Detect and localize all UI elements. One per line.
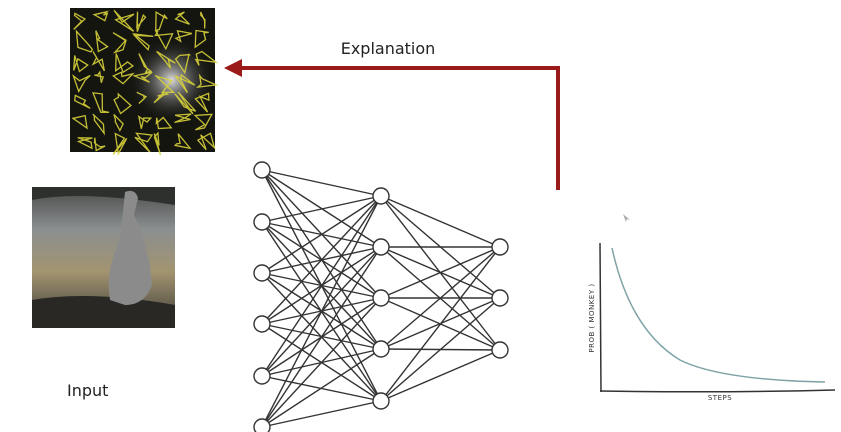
edge bbox=[380, 297, 501, 402]
segment-boundary bbox=[155, 10, 168, 32]
node bbox=[253, 161, 271, 179]
segment-boundary bbox=[173, 133, 192, 150]
edge bbox=[261, 169, 382, 197]
segment-boundary bbox=[95, 30, 109, 53]
segment-boundary bbox=[112, 132, 128, 156]
segment-boundary bbox=[92, 92, 110, 113]
segment-boundary bbox=[174, 91, 197, 115]
segment-boundary bbox=[153, 91, 170, 104]
segment-boundary bbox=[93, 137, 106, 152]
x-axis-label: STEPS bbox=[708, 394, 732, 402]
node bbox=[491, 289, 509, 307]
segment-boundary bbox=[194, 50, 219, 66]
segment-boundary bbox=[72, 74, 91, 94]
node bbox=[253, 213, 271, 231]
segment-boundary bbox=[112, 71, 135, 85]
segment-boundary bbox=[71, 114, 88, 130]
edge bbox=[261, 195, 382, 274]
edge bbox=[261, 297, 382, 428]
edge bbox=[380, 349, 501, 402]
edge bbox=[261, 348, 382, 428]
edge bbox=[380, 246, 501, 350]
edge bbox=[261, 246, 382, 428]
edge bbox=[261, 195, 382, 223]
segment-boundary bbox=[113, 92, 132, 115]
segment-boundary bbox=[194, 29, 209, 49]
segment-boundary bbox=[75, 29, 94, 53]
segment-boundary bbox=[174, 29, 193, 43]
segment-boundary bbox=[113, 114, 124, 132]
edge bbox=[261, 400, 382, 428]
node bbox=[372, 340, 390, 358]
segment-boundary bbox=[74, 94, 91, 109]
node bbox=[372, 392, 390, 410]
segment-boundary bbox=[195, 73, 219, 88]
node bbox=[491, 341, 509, 359]
segment-boundary bbox=[76, 137, 93, 150]
segment-boundary bbox=[174, 53, 192, 75]
segment-boundary bbox=[114, 53, 135, 74]
neural-network bbox=[253, 161, 509, 432]
segment-boundary bbox=[112, 32, 127, 54]
edge bbox=[380, 246, 501, 402]
edge bbox=[380, 195, 501, 248]
edge bbox=[261, 195, 382, 325]
node bbox=[253, 315, 271, 333]
explanation-image bbox=[70, 8, 219, 156]
node bbox=[253, 418, 271, 432]
segment-boundary bbox=[194, 92, 210, 113]
segment-boundary bbox=[196, 132, 216, 151]
input-label: Input bbox=[67, 381, 108, 400]
segment-boundary bbox=[113, 9, 135, 32]
segment-boundary bbox=[136, 11, 147, 32]
edge bbox=[261, 195, 382, 377]
segment-boundary bbox=[136, 91, 148, 104]
segment-boundary bbox=[94, 70, 105, 83]
segment-boundary bbox=[153, 131, 162, 156]
segment-boundary bbox=[132, 71, 153, 83]
segment-boundary bbox=[92, 113, 105, 136]
segment-boundary bbox=[156, 50, 176, 69]
probability-plot bbox=[599, 214, 836, 393]
segment-boundary bbox=[91, 51, 106, 72]
segment-boundary bbox=[73, 12, 87, 30]
segment-boundary bbox=[92, 10, 110, 22]
segment-boundary bbox=[155, 116, 173, 130]
explanation-label: Explanation bbox=[341, 39, 436, 58]
edge bbox=[380, 246, 501, 299]
segment-boundary bbox=[134, 132, 154, 153]
explanation-arrow bbox=[224, 59, 560, 190]
segment-boundary bbox=[174, 73, 196, 94]
edge bbox=[261, 195, 382, 428]
segment-boundary bbox=[137, 115, 153, 129]
segment-boundary bbox=[73, 55, 89, 73]
segment-boundary bbox=[174, 113, 192, 124]
node bbox=[372, 187, 390, 205]
node bbox=[491, 238, 509, 256]
input-image bbox=[32, 187, 175, 328]
node bbox=[372, 238, 390, 256]
node bbox=[372, 289, 390, 307]
node bbox=[253, 367, 271, 385]
segment-boundary bbox=[193, 113, 213, 131]
segment-boundary bbox=[200, 11, 206, 29]
node bbox=[253, 264, 271, 282]
segment-boundary bbox=[154, 74, 176, 94]
segment-boundary bbox=[138, 53, 153, 74]
segment-boundary bbox=[174, 11, 190, 25]
y-axis-label: PROB ( MONKEY ) bbox=[588, 283, 596, 352]
segment-boundary bbox=[154, 30, 174, 51]
segment-boundary bbox=[131, 32, 154, 51]
